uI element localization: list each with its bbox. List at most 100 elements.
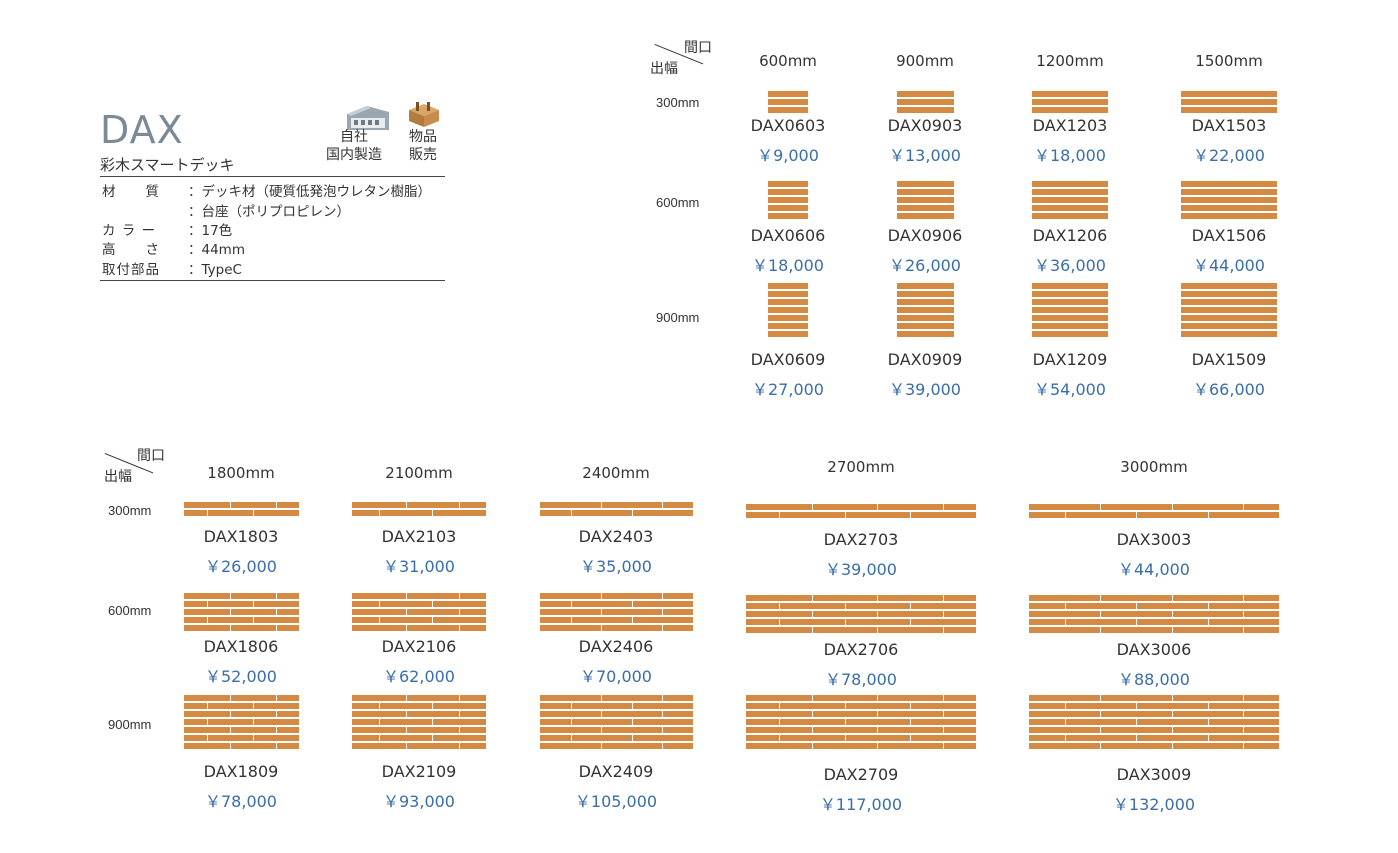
plank-seam [406, 593, 407, 599]
plank-seam [1208, 603, 1209, 609]
deck-plank [896, 323, 954, 329]
plank-seam [631, 601, 633, 607]
plank-seam [275, 625, 277, 631]
deck-illustration [1032, 91, 1108, 113]
product-price: ￥18,000 [1034, 146, 1106, 165]
plank-seam [1065, 603, 1066, 609]
plank-seam [252, 510, 254, 516]
product-price: ￥117,000 [819, 795, 903, 814]
plank-seam [1136, 619, 1137, 625]
plank-seam [206, 735, 208, 741]
plank-seam [910, 719, 911, 725]
plank-seam [275, 609, 277, 615]
plank-seam [910, 603, 911, 609]
plank-seam [459, 609, 460, 615]
deck-plank [1029, 735, 1279, 741]
plank-seam [812, 695, 813, 701]
plank-seam [1243, 504, 1244, 510]
deck-plank [768, 91, 808, 97]
plank-seam [877, 727, 878, 733]
deck-illustration [896, 91, 954, 113]
deck-plank [183, 719, 299, 725]
deck-plank [746, 504, 976, 510]
deck-plank [896, 283, 954, 289]
deck-plank [746, 719, 976, 725]
deck-plank [183, 743, 299, 749]
spec-key: 材 質 [102, 184, 160, 200]
deck-plank [352, 609, 486, 615]
product-code: DAX1206 [1032, 226, 1108, 245]
deck-plank [183, 727, 299, 733]
plank-seam [406, 743, 407, 749]
plank-seam [379, 735, 380, 741]
product-price: ￥44,000 [1193, 256, 1265, 275]
plank-seam [432, 617, 433, 623]
plank-seam [459, 502, 460, 508]
product-price: ￥132,000 [1112, 795, 1196, 814]
plank-seam [877, 695, 878, 701]
deck-illustration [768, 283, 808, 337]
spec-key: 取付部品 [102, 262, 160, 278]
deck-plank [352, 695, 486, 701]
spec-key: カ ラ ー [102, 223, 157, 239]
plank-seam [229, 727, 231, 733]
spec-row: ：台座（ポリプロピレン） [102, 200, 350, 220]
deck-illustration [183, 695, 299, 749]
plank-seam [1243, 711, 1244, 717]
product-price: ￥62,000 [383, 667, 455, 686]
product-price: ￥39,000 [825, 560, 897, 579]
deck-plank [896, 181, 954, 187]
deck-plank [1181, 197, 1277, 203]
plank-seam [252, 735, 254, 741]
plank-seam [1172, 743, 1173, 749]
plank-seam [1208, 619, 1209, 625]
deck-plank [768, 307, 808, 313]
plank-seam [779, 735, 780, 741]
plank-seam [459, 625, 460, 631]
deck-plank [1181, 91, 1277, 97]
plank-seam [252, 601, 254, 607]
product-code: DAX1203 [1032, 116, 1108, 135]
deck-plank [183, 601, 299, 607]
product-price: ￥13,000 [889, 146, 961, 165]
plank-seam [432, 601, 433, 607]
product-code: DAX0903 [887, 116, 963, 135]
deck-plank [183, 510, 299, 516]
plank-seam [406, 695, 407, 701]
deck-plank [746, 711, 976, 717]
row-header: 900mm [108, 717, 152, 732]
deck-plank [183, 617, 299, 623]
deck-plank [746, 703, 976, 709]
product-price: ￥9,000 [757, 146, 819, 165]
product-code: DAX1503 [1191, 116, 1267, 135]
deck-plank [539, 609, 693, 615]
plank-seam [229, 625, 231, 631]
deck-plank [183, 695, 299, 701]
plank-seam [910, 703, 911, 709]
product-code: DAX3006 [1116, 640, 1192, 659]
deck-plank [1029, 627, 1279, 633]
deck-plank [1181, 283, 1277, 289]
plank-seam [1243, 727, 1244, 733]
product-price: ￥78,000 [825, 670, 897, 689]
product-title: DAX [100, 108, 184, 152]
deck-plank [352, 502, 486, 508]
plank-seam [943, 727, 944, 733]
plank-seam [406, 625, 407, 631]
deck-plank [352, 711, 486, 717]
deck-plank [896, 315, 954, 321]
deck-plank [746, 627, 976, 633]
plank-seam [661, 609, 663, 615]
row-header: 900mm [656, 310, 700, 325]
deck-plank [1181, 315, 1277, 321]
column-header: 2400mm [582, 464, 650, 482]
plank-seam [779, 619, 780, 625]
deck-plank [768, 205, 808, 211]
deck-plank [1032, 291, 1108, 297]
deck-illustration [352, 695, 486, 749]
deck-plank [1032, 331, 1108, 337]
plank-seam [570, 510, 572, 516]
deck-plank [1029, 703, 1279, 709]
deck-plank [1032, 205, 1108, 211]
plank-seam [1208, 512, 1209, 518]
